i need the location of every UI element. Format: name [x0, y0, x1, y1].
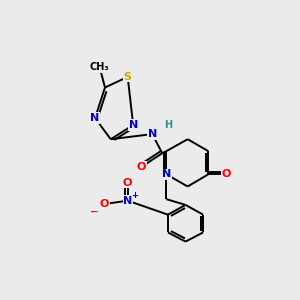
Text: H: H: [164, 120, 172, 130]
Text: N: N: [123, 196, 132, 206]
Text: S: S: [124, 72, 132, 82]
Text: O: O: [221, 169, 230, 179]
Text: CH₃: CH₃: [90, 62, 110, 72]
Text: −: −: [90, 206, 98, 217]
Text: O: O: [100, 199, 109, 209]
Text: N: N: [90, 113, 100, 123]
Text: O: O: [137, 162, 146, 172]
Text: N: N: [148, 129, 157, 139]
Text: O: O: [123, 178, 132, 188]
Text: N: N: [162, 169, 171, 179]
Text: N: N: [129, 120, 138, 130]
Text: +: +: [132, 191, 139, 200]
